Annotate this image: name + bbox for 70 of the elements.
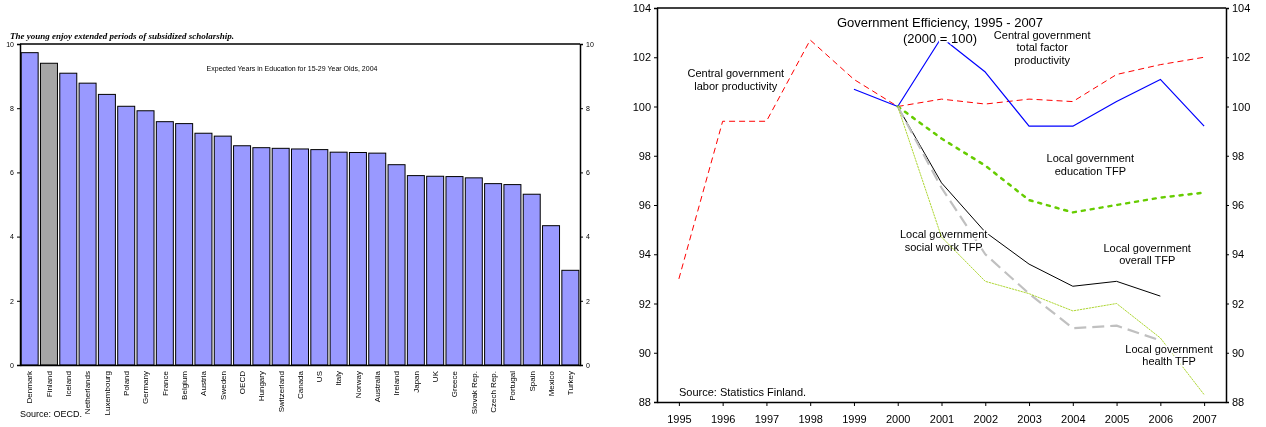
- y2-tick-label: 102: [1232, 51, 1251, 64]
- x-tick-label: Japan: [411, 371, 421, 393]
- x-tick-label: Switzerland: [276, 371, 286, 413]
- x-tick-label: 2005: [1104, 413, 1130, 426]
- x-tick-label: 2002: [973, 413, 999, 426]
- y2-tick-label: 92: [1232, 297, 1245, 310]
- x-tick-label: Portugal: [508, 370, 518, 401]
- x-tick-label: Hungary: [257, 371, 267, 402]
- y-tick-label: 90: [638, 346, 651, 359]
- x-tick-label: Czech Rep.: [488, 371, 498, 413]
- x-tick-label: 1995: [667, 413, 692, 426]
- y2-tick-label: 100: [1232, 100, 1251, 113]
- x-tick-label: 2001: [929, 413, 955, 426]
- x-tick-label: 2006: [1148, 413, 1174, 426]
- y2-tick-label: 90: [1232, 346, 1245, 359]
- x-tick-label: Germany: [141, 371, 151, 404]
- x-tick-label: US: [315, 371, 325, 383]
- y-tick-label: 88: [638, 396, 651, 409]
- x-tick-label: 1999: [842, 413, 867, 426]
- x-tick-label: Australia: [373, 370, 383, 403]
- x-tick-label: 2003: [1017, 413, 1042, 426]
- x-tick-label: Sweden: [218, 371, 228, 400]
- series-label: Local government overall TFP: [1103, 241, 1191, 267]
- x-tick-label: Mexico: [546, 370, 556, 397]
- x-tick-label: Greece: [450, 370, 460, 398]
- y2-tick-label: 98: [1232, 149, 1245, 162]
- x-tick-label: Denmark: [25, 370, 35, 404]
- y2-tick-label: 88: [1232, 396, 1245, 409]
- y-tick-label: 100: [632, 100, 651, 113]
- x-tick-label: Norway: [353, 371, 363, 399]
- x-tick-label: Finland: [44, 371, 54, 398]
- y-tick-label: 96: [638, 199, 651, 212]
- x-tick-label: Luxembourg: [102, 371, 112, 416]
- series-label: Local government social work TFP: [899, 228, 988, 253]
- x-tick-label: Ireland: [392, 371, 402, 396]
- text: Local government education TFP: [1046, 151, 1135, 177]
- x-tick-label: Belgium: [179, 370, 189, 400]
- y2-tick-label: 104: [1232, 2, 1251, 15]
- x-tick-label: 1997: [754, 413, 780, 426]
- x-tick-label: Netherlands: [83, 371, 93, 415]
- x-tick-label: Slovak Rep.: [469, 371, 479, 415]
- x-tick-label: 2000: [885, 413, 911, 426]
- x-tick-label: Austria: [199, 370, 209, 396]
- x-tick-label: Turkey: [566, 371, 576, 396]
- text: Government Efficiency, 1995 - 2007: [836, 15, 1044, 30]
- series-label: Central government labor productivity: [687, 66, 785, 92]
- source-note: Source: OECD.: [20, 409, 83, 419]
- chart-title: The young enjoy extended periods of subsidized scholarship.: [10, 31, 235, 41]
- x-tick-label: 1998: [798, 413, 823, 426]
- x-tick-label: OECD: [237, 370, 247, 395]
- y-tick-label: 98: [638, 149, 651, 162]
- annotation: Source: Statistics Finland.: [679, 386, 807, 398]
- y2-tick-label: 96: [1232, 199, 1245, 212]
- x-tick-label: Spain: [527, 371, 537, 392]
- x-tick-label: Poland: [122, 371, 132, 396]
- x-tick-label: 2004: [1061, 413, 1086, 426]
- y-tick-label: 104: [632, 2, 651, 15]
- x-tick-label: Italy: [334, 371, 344, 386]
- y2-tick-label: 94: [1232, 248, 1245, 261]
- series-label: Local government health TFP: [1125, 342, 1213, 368]
- x-tick-label: 2007: [1192, 413, 1217, 426]
- y-tick-label: 102: [632, 51, 651, 64]
- x-tick-label: 1996: [710, 413, 736, 426]
- series-label: Central government total factor productivity: [993, 28, 1091, 67]
- y-tick-label: 92: [638, 297, 651, 310]
- x-tick-label: Canada: [295, 370, 305, 400]
- y-tick-label: 94: [638, 248, 651, 261]
- x-tick-label: UK: [430, 370, 440, 383]
- x-tick-label: Iceland: [64, 371, 74, 397]
- x-tick-label: France: [160, 370, 170, 396]
